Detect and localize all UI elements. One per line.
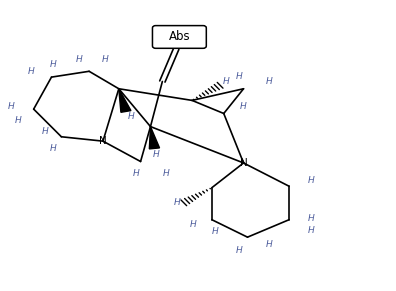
Text: H: H <box>211 228 219 236</box>
Text: H: H <box>307 226 314 235</box>
Text: H: H <box>7 102 14 111</box>
Text: N: N <box>240 158 248 168</box>
Polygon shape <box>119 89 131 112</box>
Text: H: H <box>189 221 196 229</box>
Text: H: H <box>239 102 246 111</box>
Text: H: H <box>15 116 22 125</box>
Text: H: H <box>76 55 83 63</box>
Text: H: H <box>236 72 243 81</box>
Text: H: H <box>307 214 314 223</box>
Text: H: H <box>307 176 314 185</box>
Text: H: H <box>173 198 181 207</box>
FancyBboxPatch shape <box>152 26 206 48</box>
Text: Abs: Abs <box>169 30 191 43</box>
Text: H: H <box>50 61 57 69</box>
Text: N: N <box>99 136 107 146</box>
Text: H: H <box>153 150 160 159</box>
Text: H: H <box>222 77 229 86</box>
Polygon shape <box>149 127 160 149</box>
Text: H: H <box>133 169 140 178</box>
Text: H: H <box>50 144 57 153</box>
Text: H: H <box>163 169 170 178</box>
Text: H: H <box>101 55 109 63</box>
Text: H: H <box>127 112 134 121</box>
Text: H: H <box>266 77 273 86</box>
Text: H: H <box>42 127 49 136</box>
Text: H: H <box>266 240 273 249</box>
Text: H: H <box>27 68 34 76</box>
Text: H: H <box>236 246 243 255</box>
